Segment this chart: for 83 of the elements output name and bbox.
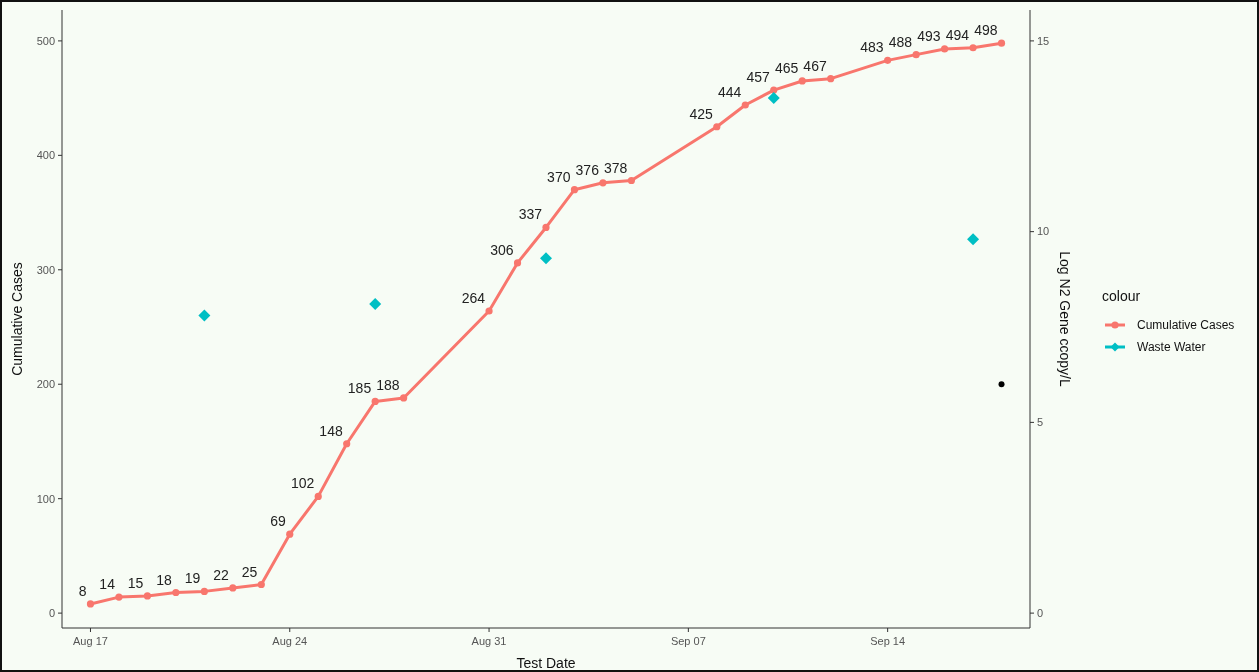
point — [967, 233, 980, 246]
legend-label: Waste Water — [1137, 340, 1206, 355]
point — [767, 92, 780, 105]
point — [371, 397, 379, 405]
y2-tick-label: 0 — [1037, 606, 1044, 619]
x-axis-title: Test Date — [516, 655, 576, 671]
data-label: 493 — [917, 27, 941, 44]
data-label: 306 — [490, 241, 514, 258]
data-label: 8 — [78, 582, 87, 599]
y2-tick-label: 15 — [1037, 34, 1050, 47]
y-tick-label: 400 — [36, 149, 55, 162]
point — [998, 381, 1005, 388]
point — [229, 584, 237, 592]
point — [997, 39, 1006, 47]
point — [198, 309, 211, 322]
y-tick-label: 0 — [48, 606, 55, 619]
point — [542, 223, 550, 232]
point — [513, 259, 522, 267]
point — [257, 580, 265, 589]
data-label: 444 — [717, 83, 742, 100]
data-label: 19 — [184, 570, 201, 587]
data-label: 18 — [156, 571, 173, 588]
point — [884, 56, 892, 64]
y-tick-label: 300 — [36, 263, 55, 276]
data-label: 22 — [213, 566, 230, 583]
point — [314, 492, 322, 500]
point — [343, 440, 351, 448]
point — [172, 588, 180, 597]
point — [115, 593, 123, 601]
point — [940, 45, 949, 53]
point — [627, 176, 636, 185]
x-tick-label: Sep 14 — [870, 635, 906, 647]
data-label: 188 — [376, 376, 400, 393]
data-label: 425 — [689, 105, 714, 122]
x-tick-label: Sep 07 — [670, 635, 706, 647]
data-label: 185 — [347, 380, 372, 397]
y2-tick-label: 10 — [1037, 225, 1050, 238]
point — [540, 252, 552, 265]
point — [969, 44, 977, 52]
point — [741, 101, 749, 109]
data-label: 69 — [270, 513, 286, 530]
data-label: 370 — [547, 168, 571, 185]
point — [286, 530, 294, 538]
point — [200, 587, 208, 595]
legend-title: colour — [1102, 288, 1141, 304]
point — [485, 307, 493, 315]
point — [143, 592, 152, 600]
point — [770, 86, 778, 94]
y-tick-label: 100 — [36, 492, 55, 505]
data-label: 102 — [290, 475, 315, 492]
data-label: 337 — [518, 206, 543, 223]
data-label: 15 — [127, 574, 144, 591]
point — [570, 186, 579, 194]
data-label: 376 — [575, 161, 600, 178]
data-label: 264 — [461, 289, 486, 306]
data-label: 378 — [604, 159, 628, 176]
data-label: 465 — [774, 59, 799, 76]
legend-label: Cumulative Cases — [1137, 318, 1235, 333]
data-label: 467 — [803, 57, 827, 74]
data-label: 457 — [746, 69, 770, 86]
data-label: 498 — [974, 22, 998, 39]
data-label: 494 — [945, 26, 970, 43]
x-tick-label: Aug 17 — [73, 635, 108, 647]
point — [400, 394, 408, 402]
data-label: 483 — [860, 39, 884, 56]
y-axis-title: Cumulative Cases — [9, 262, 25, 376]
point — [713, 123, 721, 131]
x-tick-label: Aug 31 — [471, 635, 507, 647]
y2-axis-title: Log N2 Gene ccopy/L — [1057, 251, 1073, 387]
point — [599, 179, 607, 187]
point — [798, 77, 806, 85]
data-label: 14 — [99, 576, 116, 593]
data-label: 25 — [241, 563, 258, 580]
data-label: 148 — [319, 422, 343, 439]
y2-tick-label: 5 — [1037, 416, 1044, 429]
point — [912, 51, 920, 59]
point — [827, 75, 835, 83]
data-label: 488 — [888, 33, 913, 50]
point — [86, 600, 95, 608]
y-tick-label: 200 — [36, 378, 55, 391]
x-tick-label: Aug 24 — [272, 635, 308, 647]
y-tick-label: 500 — [36, 34, 55, 47]
point — [369, 298, 382, 311]
